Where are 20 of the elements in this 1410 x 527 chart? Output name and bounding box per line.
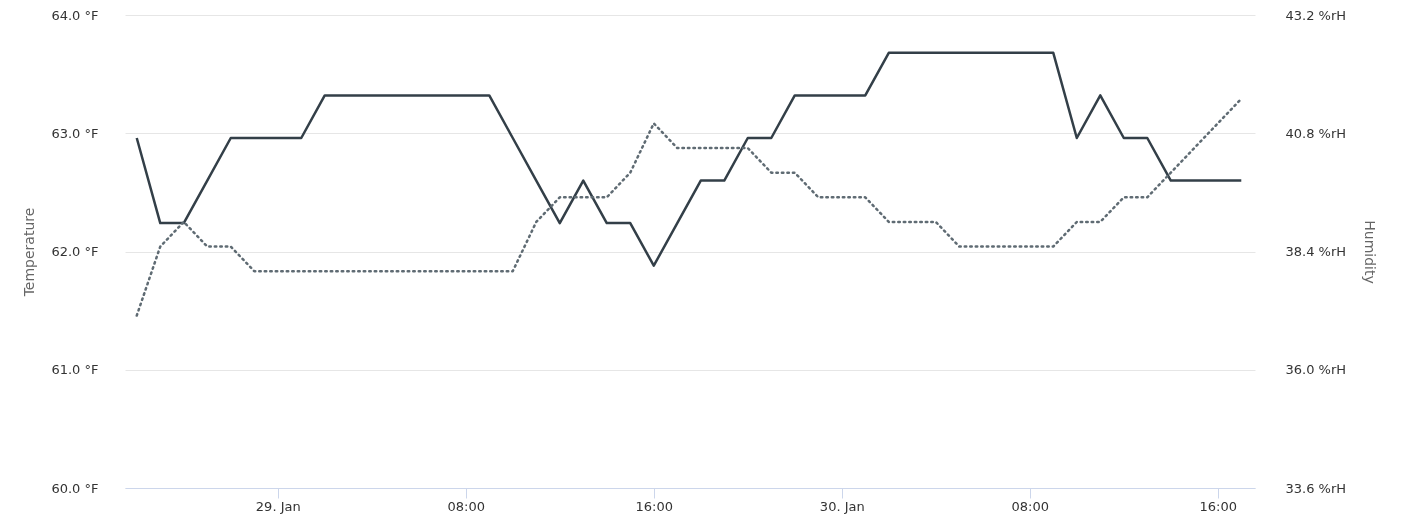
y2-tick-label: 36.0 %rH bbox=[1285, 362, 1347, 378]
y-tick-label: 63.0 °F bbox=[51, 125, 99, 141]
y-axis-title: Temperature bbox=[21, 207, 38, 298]
line-series bbox=[135, 97, 1243, 317]
y-tick-label: 61.0 °F bbox=[51, 362, 99, 378]
y-tick-label: 64.0 °F bbox=[51, 7, 99, 23]
x-tick-label: 30. Jan bbox=[819, 498, 865, 514]
x-tick-label: 08:00 bbox=[447, 498, 485, 514]
y2-tick-label: 43.2 %rH bbox=[1285, 7, 1347, 23]
y-tick-label: 60.0 °F bbox=[51, 480, 99, 496]
y-tick-label: 62.0 °F bbox=[51, 244, 99, 259]
x-tick-label: 08:00 bbox=[1011, 498, 1050, 514]
x-tick-label: 29. Jan bbox=[255, 498, 301, 514]
x-tick-label: 16:00 bbox=[635, 498, 673, 514]
y2-tick-label: 40.8 %rH bbox=[1285, 125, 1347, 141]
y2-tick-label: 33.6 %rH bbox=[1285, 480, 1347, 496]
x-tick-label: 16:00 bbox=[1199, 498, 1238, 514]
line-series bbox=[135, 51, 1243, 267]
y2-tick-label: 38.4 %rH bbox=[1285, 244, 1347, 259]
y2-axis-title: Humidity bbox=[1362, 220, 1379, 284]
